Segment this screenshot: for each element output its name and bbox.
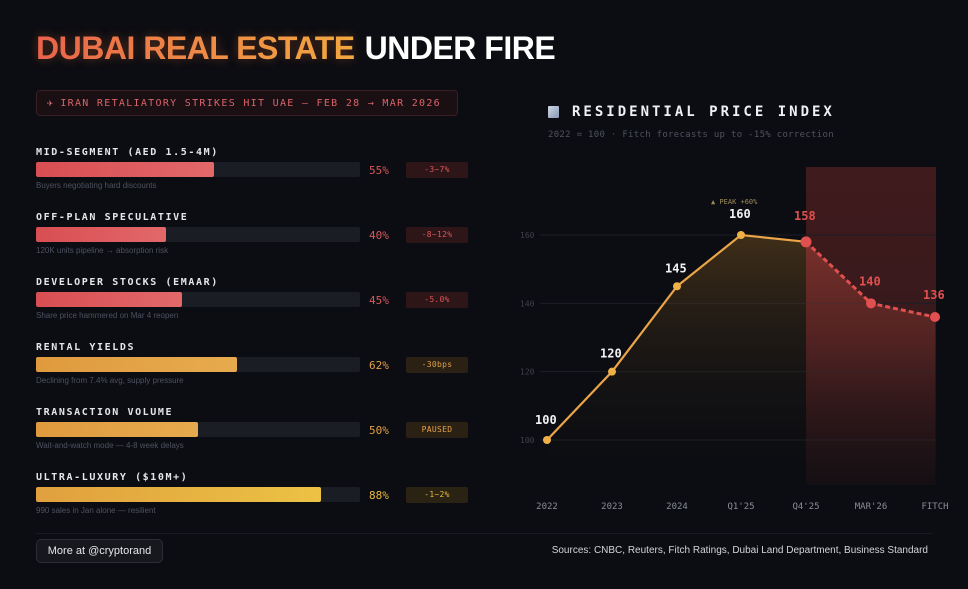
metric-badge: -30bps [406,357,468,373]
metric-caption: 120K units pipeline → absorption risk [36,246,169,255]
peak-annotation: ▲ PEAK +60% [711,198,758,206]
metric-percent: 50% [369,424,389,437]
metric-label: ULTRA-LUXURY ($10M+) [36,472,189,483]
point-label: 158 [794,209,816,223]
metric-bar-fill [36,357,237,372]
point-label: 160 [729,207,751,221]
metric-label: DEVELOPER STOCKS (EMAAR) [36,277,219,288]
metric-badge: -8~12% [406,227,468,243]
metric-bar-fill [36,292,182,307]
title-highlight: DUBAI REAL ESTATE [36,30,355,66]
metric-label: OFF-PLAN SPECULATIVE [36,212,189,223]
chart-title-text: RESIDENTIAL PRICE INDEX [572,104,835,120]
x-tick: Q1'25 [727,502,754,512]
metric-caption: Share price hammered on Mar 4 reopen [36,311,179,320]
metric-caption: Wait-and-watch mode — 4-8 week delays [36,441,184,450]
point-label: 140 [859,274,881,288]
chart-subtitle: 2022 = 100 · Fitch forecasts up to -15% … [548,130,834,140]
sources-text: Sources: CNBC, Reuters, Fitch Ratings, D… [551,545,928,556]
data-point [608,367,616,376]
point-label: 120 [600,347,622,361]
metric-bar-fill [36,162,215,177]
metric-bar-track [36,162,360,177]
y-tick: 120 [520,368,535,377]
x-tick: 2023 [601,502,623,512]
chart-title: RESIDENTIAL PRICE INDEX [548,104,835,120]
metric-caption: 990 sales in Jan alone — resilient [36,506,156,515]
point-label: 136 [923,288,945,302]
metric-row: TRANSACTION VOLUME 50% PAUSED Wait-and-watc… [36,407,476,467]
metric-percent: 88% [369,489,389,502]
x-tick: 2022 [536,502,558,512]
more-button[interactable]: More at @cryptorand [36,539,163,563]
metric-badge: -3~7% [406,162,468,178]
metric-bar-track [36,357,360,372]
alert-text: IRAN RETALIATORY STRIKES HIT UAE — FEB 2… [60,97,441,109]
point-label: 145 [665,261,687,275]
data-point [866,298,876,309]
metric-percent: 40% [369,229,389,242]
metric-bar-track [36,422,360,437]
y-tick: 140 [520,299,535,308]
missile-icon: ✈ [47,97,55,109]
y-tick: 160 [520,231,535,240]
data-point [800,236,812,248]
alert-banner: ✈ IRAN RETALIATORY STRIKES HIT UAE — FEB… [36,90,458,116]
page-title: DUBAI REAL ESTATE UNDER FIRE [36,30,556,67]
metric-row: MID-SEGMENT (AED 1.5-4M) 55% -3~7% Buyers n… [36,147,476,207]
title-suffix: UNDER FIRE [364,30,556,66]
metric-percent: 62% [369,359,389,372]
metric-percent: 45% [369,294,389,307]
metric-badge: -1~2% [406,487,468,503]
point-label: 100 [535,413,557,427]
metric-bar-track [36,487,360,502]
metric-row: OFF-PLAN SPECULATIVE 40% -8~12% 120K units … [36,212,476,272]
data-point [930,312,940,322]
metric-label: RENTAL YIELDS [36,342,136,353]
data-point [673,282,681,291]
x-tick: Q4'25 [792,502,819,512]
metric-bar-fill [36,487,322,502]
x-tick: MAR'26 [855,502,888,512]
metric-bar-fill [36,422,198,437]
metric-caption: Declining from 7.4% avg, supply pressure [36,376,184,385]
footer-divider [36,533,932,534]
metric-bar-fill [36,227,166,242]
metric-bar-track [36,227,360,242]
x-tick: 2024 [666,502,688,512]
metric-label: MID-SEGMENT (AED 1.5-4M) [36,147,219,158]
chart-icon [548,106,559,118]
data-point [737,231,745,239]
metric-caption: Buyers negotiating hard discounts [36,181,157,190]
metric-row: RENTAL YIELDS 62% -30bps Declining from 7.4… [36,342,476,402]
x-tick: FITCH [921,502,948,512]
y-tick: 100 [520,436,535,445]
metric-row: ULTRA-LUXURY ($10M+) 88% -1~2% 990 sales in… [36,472,476,532]
metric-badge: PAUSED [406,422,468,438]
data-point [543,436,551,444]
metric-percent: 55% [369,164,389,177]
metric-row: DEVELOPER STOCKS (EMAAR) 45% -5.0% Share pr… [36,277,476,337]
metric-badge: -5.0% [406,292,468,308]
metric-label: TRANSACTION VOLUME [36,407,174,418]
metric-bar-track [36,292,360,307]
